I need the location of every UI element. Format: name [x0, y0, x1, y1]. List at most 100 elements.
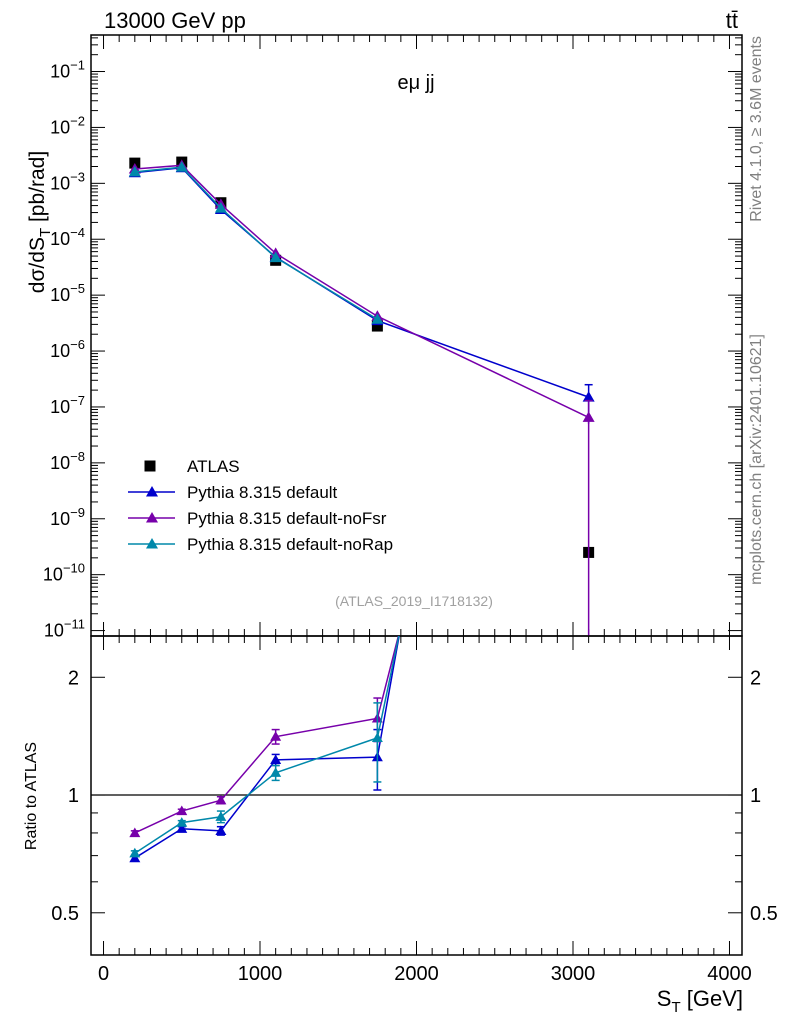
legend-item: Pythia 8.315 default: [128, 483, 338, 502]
x-axis-label: ST [GeV]: [657, 986, 743, 1016]
legend-label: Pythia 8.315 default-noFsr: [187, 509, 387, 528]
series-line: [134, 166, 378, 320]
legend: ATLAS Pythia 8.315 default Pythia 8.315 de…: [128, 457, 393, 554]
mcplots-label: mcplots.cern.ch [arXiv:2401.10621]: [748, 334, 765, 585]
ytick-exponent: −11: [64, 617, 85, 632]
ytick-mantissa: 10: [50, 173, 70, 193]
ratio-ytick-label: 1: [68, 785, 79, 807]
ratio-data-point: [176, 823, 188, 833]
ratio-data-point: [270, 767, 282, 777]
legend-item: Pythia 8.315 default-noRap: [128, 535, 393, 554]
ratio-data-point: [215, 825, 227, 835]
main-ytick-label: 10−7: [50, 393, 85, 417]
process-label: tt̄: [726, 8, 738, 33]
ytick-exponent: −5: [70, 281, 85, 296]
main-ytick-label: 10−8: [50, 449, 85, 473]
data-point-triangle: [371, 313, 384, 324]
xlabel-sub: T: [671, 999, 680, 1016]
main-series-group: [128, 156, 595, 636]
legend-marker-triangle: [146, 538, 158, 549]
main-ylabel-main: dσ/dS: [26, 237, 49, 293]
ytick-mantissa: 10: [50, 229, 70, 249]
ratio-data-point: [270, 754, 282, 764]
ytick-mantissa: 10: [43, 565, 63, 585]
ratio-series-line: [134, 636, 400, 859]
ytick-mantissa: 10: [50, 62, 70, 82]
ytick-mantissa: 10: [44, 621, 64, 641]
ytick-mantissa: 10: [50, 453, 70, 473]
main-y-axis-label: dσ/dST [pb/rad]: [26, 151, 54, 293]
rivet-label: Rivet 4.1.0, ≥ 3.6M events: [748, 36, 765, 222]
ytick-exponent: −8: [70, 449, 85, 464]
legend-label: ATLAS: [187, 457, 240, 476]
watermark: (ATLAS_2019_I1718132): [335, 593, 493, 609]
ratio-series-line: [134, 636, 400, 834]
main-ytick-label: 10−9: [50, 505, 85, 529]
data-point-triangle: [269, 251, 282, 263]
legend-marker-square: [144, 460, 156, 472]
ratio-data-point: [129, 827, 141, 838]
ytick-exponent: −10: [63, 561, 85, 576]
ytick-mantissa: 10: [50, 285, 70, 305]
ratio-ytick-label-right: 2: [750, 667, 761, 689]
ratio-data-point: [176, 805, 188, 816]
ratio-series-group: [129, 636, 400, 863]
ytick-exponent: −4: [70, 225, 85, 240]
legend-item: Pythia 8.315 default-noFsr: [128, 509, 387, 528]
main-ytick-label: 10−1: [50, 58, 85, 82]
ratio-xtick-label: 1000: [238, 963, 283, 985]
main-series: [128, 161, 384, 324]
main-plot-panel: 10−1110−1010−910−810−710−610−510−410−310…: [43, 34, 743, 641]
series-line: [134, 164, 589, 419]
ratio-series: [129, 636, 400, 838]
xlabel-unit: [GeV]: [681, 986, 743, 1011]
ratio-xtick-label: 4000: [707, 963, 752, 985]
legend-marker-triangle: [146, 486, 158, 497]
main-ytick-label: 10−11: [44, 617, 85, 641]
ytick-exponent: −3: [70, 169, 85, 184]
ytick-exponent: −1: [70, 58, 85, 73]
data-point-triangle: [582, 391, 595, 402]
ratio-xtick-label: 2000: [394, 963, 439, 985]
main-series: [128, 159, 595, 636]
ytick-exponent: −2: [70, 113, 85, 128]
data-point-triangle: [214, 202, 227, 213]
main-ytick-label: 10−2: [50, 113, 85, 137]
ytick-exponent: −9: [70, 505, 85, 520]
main-ytick-label: 10−4: [50, 225, 85, 249]
ratio-ytick-label: 0.5: [51, 903, 79, 925]
ratio-plot-panel: 0 1000 2000 3000 4000 0.5 0.5 1 1 2 2: [51, 635, 778, 985]
ratio-data-point: [129, 847, 141, 858]
energy-label: 13000 GeV pp: [104, 8, 246, 33]
main-ytick-label: 10−5: [50, 281, 85, 305]
main-ytick-label: 10−3: [50, 169, 85, 193]
series-line: [134, 166, 589, 398]
ratio-xtick-label: 0: [98, 963, 109, 985]
svg-text:dσ/dST [pb/rad]: dσ/dST [pb/rad]: [26, 151, 54, 293]
ytick-mantissa: 10: [50, 509, 70, 529]
ratio-data-point: [215, 811, 227, 821]
main-series: [128, 161, 595, 424]
ratio-data-point: [270, 731, 282, 741]
ratio-ytick-label: 2: [68, 667, 79, 689]
main-ylabel-sub: T: [37, 228, 54, 237]
ratio-ytick-label-right: 0.5: [750, 903, 778, 925]
xlabel-main: S: [657, 986, 672, 1011]
legend-label: Pythia 8.315 default: [187, 483, 338, 502]
data-point-triangle: [175, 161, 188, 172]
data-point-square: [371, 320, 383, 332]
ratio-xtick-label: 3000: [551, 963, 596, 985]
ratio-data-point: [129, 852, 141, 863]
ytick-mantissa: 10: [50, 117, 70, 137]
svg-text:ST [GeV]: ST [GeV]: [657, 986, 743, 1016]
data-point-triangle: [582, 411, 595, 422]
ratio-series-line: [134, 636, 400, 854]
main-ylabel-unit: [pb/rad]: [26, 151, 49, 228]
main-ytick-label: 10−6: [50, 337, 85, 361]
data-point-triangle: [128, 165, 141, 177]
ratio-y-axis-label: Ratio to ATLAS: [23, 742, 40, 850]
ratio-data-point: [371, 732, 383, 742]
ytick-exponent: −7: [70, 393, 85, 408]
ytick-mantissa: 10: [50, 341, 70, 361]
